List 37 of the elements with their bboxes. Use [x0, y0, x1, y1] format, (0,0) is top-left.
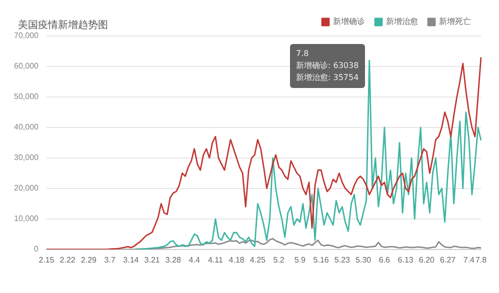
annotation: 7.8: [296, 48, 310, 60]
y-tick-label: 70,000: [14, 31, 40, 40]
x-tick-label: 4.4: [188, 255, 200, 264]
x-tick-label: 4.25: [250, 255, 266, 264]
y-tick-label: 50,000: [14, 92, 40, 102]
x-tick-label: 7.8: [475, 255, 488, 264]
x-tick-label: 5.16: [313, 255, 330, 264]
y-tick-label: 60,000: [14, 62, 40, 71]
legend-label: 新增死亡: [439, 17, 471, 26]
y-tick-label: 40,000: [14, 122, 40, 132]
chart-title: 美国疫情新增趋势图: [18, 18, 108, 32]
x-tick-label: 2.22: [60, 255, 76, 264]
x-tick-label: 6.6: [378, 255, 391, 264]
x-tick-label: 4.11: [208, 255, 224, 264]
x-tick-label: 5.2: [273, 255, 285, 264]
legend-label: 新增治愈: [386, 17, 418, 26]
x-tick-label: 6.20: [418, 255, 436, 264]
x-tick-label: 3.21: [144, 255, 160, 264]
y-tick-label: 0: [34, 244, 40, 254]
y-tick-label: 20,000: [14, 184, 40, 193]
x-tick-label: 7.4: [463, 255, 476, 264]
x-tick-label: 5.30: [356, 255, 372, 264]
x-tick-label: 5.23: [334, 255, 351, 264]
x-tick-label: 3.14: [123, 255, 140, 264]
x-tick-label: 6.13: [398, 255, 414, 264]
y-tick-label: 30,000: [14, 153, 40, 162]
y-tick-label: 10,000: [14, 214, 40, 224]
x-tick-label: 6.27: [440, 255, 456, 264]
x-tick-label: 4.18: [228, 255, 245, 264]
x-tick-label: 5.9: [294, 255, 306, 264]
x-tick-label: 3.28: [165, 255, 182, 264]
x-tick-label: 2.29: [80, 255, 98, 264]
annotation: 新增治愈: 35754: [296, 72, 359, 84]
annotation: 新增确诊: 63038: [296, 60, 359, 72]
x-tick-label: 2.15: [38, 255, 55, 264]
legend-label: 新增确诊: [333, 17, 365, 26]
x-tick-label: 3.7: [104, 255, 116, 264]
